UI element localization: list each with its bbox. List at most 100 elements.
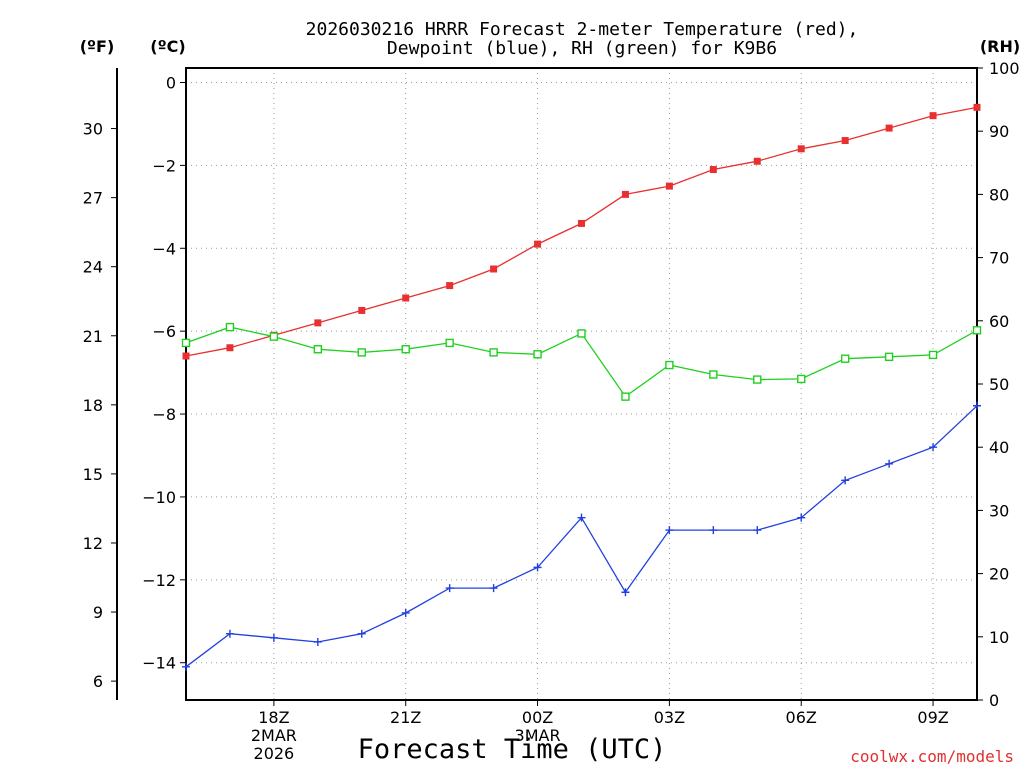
temperature-point	[446, 282, 454, 290]
rh-point	[445, 338, 454, 348]
rh-tick-label: 90	[989, 122, 1009, 141]
rh-point	[709, 370, 718, 379]
dewpoint-point	[269, 633, 278, 642]
rh-tick-label: 30	[989, 501, 1009, 520]
temperature-point	[929, 112, 937, 120]
temperature-point	[621, 190, 629, 198]
rh-tick-label: 40	[989, 438, 1009, 457]
rh-point	[489, 348, 498, 357]
fahrenheit-tick-label: 18	[83, 396, 103, 415]
fahrenheit-tick-label: 27	[83, 189, 103, 208]
celsius-tick-label: −10	[142, 488, 176, 507]
temperature-point	[665, 182, 673, 190]
dewpoint-point	[885, 459, 894, 468]
chart-title: 2026030216 HRRR Forecast 2-meter Tempera…	[306, 19, 859, 40]
fahrenheit-tick-label: 12	[83, 534, 103, 553]
credit-text: coolwx.com/models	[850, 747, 1014, 766]
dewpoint-point	[533, 563, 542, 572]
rh-point	[665, 360, 674, 370]
dewpoint-point	[929, 443, 938, 452]
x-tick-label: 00Z	[522, 708, 553, 727]
fahrenheit-tick-label: 15	[83, 465, 103, 484]
celsius-tick-label: −12	[142, 571, 176, 590]
temperature-point	[314, 319, 322, 327]
dewpoint-point	[401, 608, 410, 617]
x-tick-label: 03Z	[654, 708, 685, 727]
rh-point	[884, 352, 894, 362]
temperature-point	[841, 137, 849, 145]
axes	[116, 67, 978, 701]
x-tick-label: 18Z	[258, 708, 289, 727]
celsius-tick-label: −4	[152, 239, 176, 258]
rh-point	[313, 345, 323, 354]
rh-tick-label: 80	[989, 185, 1009, 204]
dewpoint-point	[225, 629, 234, 638]
temperature-point	[973, 103, 981, 111]
dewpoint-point	[182, 662, 190, 671]
x-tick-label: 21Z	[390, 708, 421, 727]
temperature-point	[402, 294, 410, 302]
temperature-line	[185, 106, 978, 357]
rh-point	[533, 350, 542, 359]
rh-unit-label: (RH)	[980, 37, 1020, 56]
rh-point	[401, 345, 410, 354]
rh-point	[269, 332, 279, 341]
tick-labels: 0−2−4−6−8−10−12−143027242118151296010203…	[83, 59, 1020, 763]
rh-point	[225, 322, 235, 332]
rh-point	[928, 350, 938, 360]
x-tick-label: 2MAR	[251, 726, 297, 745]
x-tick-label: 06Z	[786, 708, 817, 727]
dewpoint-point	[797, 513, 806, 522]
temperature-point	[358, 306, 366, 314]
rh-point	[357, 348, 366, 357]
celsius-unit-label: (ºC)	[150, 37, 185, 56]
x-tick-label: 09Z	[917, 708, 948, 727]
rh-point	[972, 326, 982, 335]
temperature-point	[226, 344, 234, 352]
series-group	[181, 103, 982, 671]
dewpoint-point	[445, 584, 454, 593]
dewpoint-point	[357, 629, 366, 638]
rh-point	[577, 329, 586, 338]
chart-subtitle: Dewpoint (blue), RH (green) for K9B6	[387, 38, 777, 59]
fahrenheit-tick-label: 24	[83, 258, 103, 277]
temperature-point	[797, 145, 805, 153]
fahrenheit-tick-label: 9	[93, 603, 103, 622]
rh-point	[797, 374, 806, 384]
rh-point	[753, 375, 762, 384]
dewpoint-point	[577, 513, 586, 522]
rh-point	[840, 354, 850, 363]
x-axis-title: Forecast Time (UTC)	[358, 734, 667, 765]
celsius-tick-label: −8	[152, 405, 176, 424]
x-tick-label: 3MAR	[515, 726, 561, 745]
x-tick-label: 2026	[254, 744, 295, 763]
celsius-tick-label: −14	[142, 654, 176, 673]
celsius-tick-label: −6	[152, 322, 176, 341]
rh-point	[181, 338, 191, 348]
celsius-tick-label: 0	[166, 74, 176, 93]
temperature-point	[753, 157, 761, 165]
fahrenheit-tick-label: 30	[83, 120, 103, 139]
temperature-point	[182, 352, 190, 360]
dewpoint-point	[313, 637, 322, 646]
rh-tick-label: 100	[989, 59, 1020, 78]
dewpoint-point	[841, 476, 850, 485]
dewpoint-point	[489, 584, 498, 593]
rh-tick-label: 60	[989, 312, 1009, 331]
dewpoint-point	[665, 526, 674, 535]
fahrenheit-unit-label: (ºF)	[80, 37, 115, 56]
rh-tick-label: 20	[989, 565, 1009, 584]
rh-tick-label: 70	[989, 249, 1009, 268]
temperature-point	[490, 265, 498, 273]
dewpoint-line	[185, 405, 978, 668]
fahrenheit-tick-label: 6	[93, 672, 103, 691]
temperature-point	[578, 219, 585, 227]
plot-frame	[185, 67, 978, 701]
temperature-point	[709, 166, 717, 174]
rh-tick-label: 10	[989, 628, 1009, 647]
temperature-point	[534, 240, 542, 248]
rh-tick-label: 50	[989, 375, 1009, 394]
dewpoint-point	[753, 526, 762, 535]
celsius-tick-label: −2	[152, 156, 176, 175]
grid-lines	[186, 68, 977, 700]
